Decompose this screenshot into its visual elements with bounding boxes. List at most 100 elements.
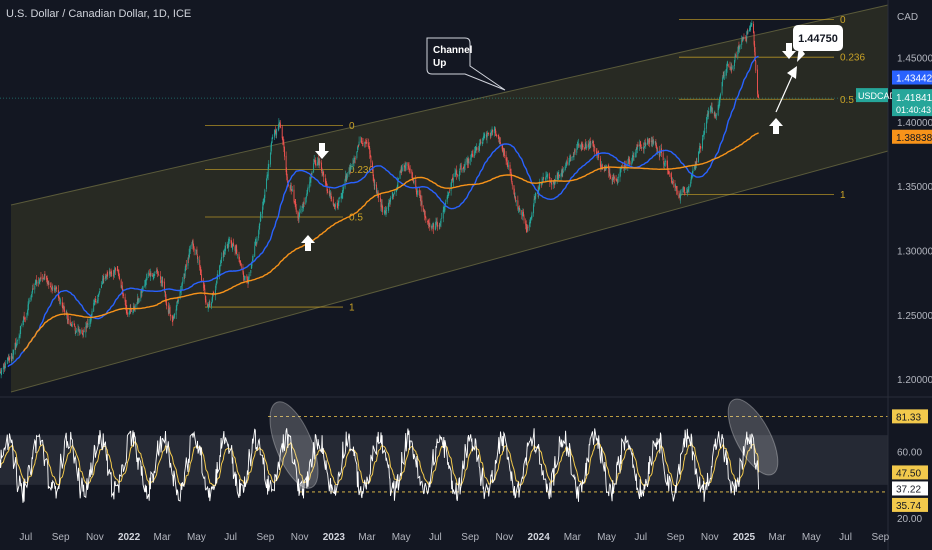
candle-body [102,278,104,283]
candle-body [491,128,493,132]
candle-body [707,113,709,114]
candle-body [653,142,655,144]
candle-body [32,288,33,293]
candle-body [346,174,348,178]
candle-body [656,144,657,148]
candle-body [627,158,629,164]
candle-body [107,274,109,276]
candle-body [205,299,207,305]
candle-body [301,209,303,211]
candle-body [51,288,53,290]
candle-body [696,160,698,163]
candle-body [273,133,275,138]
candle-body [75,330,77,333]
candle-body [195,250,197,251]
candle-body [715,114,717,116]
candle-body [137,298,139,301]
candle-body [200,274,202,280]
candle-body [397,178,399,180]
candle-body [746,31,748,39]
candle-body [652,140,653,143]
candle-body [639,144,641,147]
candle-body [502,148,504,152]
candle-body [115,268,117,270]
candle-body [23,315,25,319]
candle-body [20,325,22,330]
candle-body [46,275,48,280]
candle-body [464,161,466,166]
candle-body [227,245,229,248]
candle-body [688,186,690,189]
candle-body [459,170,460,177]
time-tick-label: Nov [291,532,309,543]
candle-body [207,304,209,307]
time-tick-label: Mar [358,532,376,543]
candle-body [501,143,503,149]
candle-body [413,181,415,183]
candle-body [240,263,242,267]
candle-body [282,140,284,145]
candle-body [594,147,596,152]
candle-body [463,167,465,169]
candle-body [556,174,558,182]
candle-body [656,146,658,152]
candle-body [604,169,606,171]
candle-body [65,311,67,313]
candle-body [699,145,701,152]
candle-body [133,307,135,308]
candle-body [239,260,241,262]
candle-body [526,227,528,231]
candle-body [608,172,610,174]
candle-body [680,194,682,199]
candle-body [64,309,65,312]
candle-body [584,144,586,149]
candle-body [231,242,233,247]
candle-body [672,182,674,183]
candle-body [723,76,725,79]
candle-body [592,141,594,146]
time-tick-label: Nov [86,532,104,543]
candle-body [421,200,423,208]
candle-body [754,51,756,61]
rsi-value-label: 35.74 [896,501,921,512]
candle-body [59,297,60,300]
candle-body [621,165,623,167]
candle-body [153,273,155,276]
candle-body [365,142,367,144]
candle-body [416,191,418,193]
candle-body [39,280,41,281]
annotations: 1.44750 Channel Up [301,25,843,251]
candle-body [290,185,292,189]
fib-2022-level-label: 0.236 [349,165,374,176]
candle-body [34,282,36,285]
candle-body [246,275,248,279]
candle-body [179,290,181,299]
candle-body [272,137,274,139]
candle-body [611,178,613,181]
price-tick-label: 1.40000 [897,118,932,129]
candle-body [435,222,437,226]
candle-body [125,301,127,307]
candle-body [34,285,36,290]
candle-body [208,303,210,305]
candle-body [427,221,428,222]
candle-body [722,77,724,83]
candle-body [565,164,567,167]
down-arrow-icon [782,43,796,59]
candle-body [40,276,42,280]
candle-body [193,244,195,249]
candle-body [110,271,112,274]
candle-body [664,160,666,162]
rsi-value-badge [892,497,928,512]
candle-body [462,166,464,169]
candle-body [598,153,600,158]
candle-body [157,271,159,275]
candle-body [690,181,692,187]
candle-body [675,184,676,188]
candle-body [604,168,606,170]
candle-body [163,281,165,292]
candle-body [393,193,395,195]
time-tick-label: 2025 [733,532,756,543]
candle-body [303,202,304,209]
